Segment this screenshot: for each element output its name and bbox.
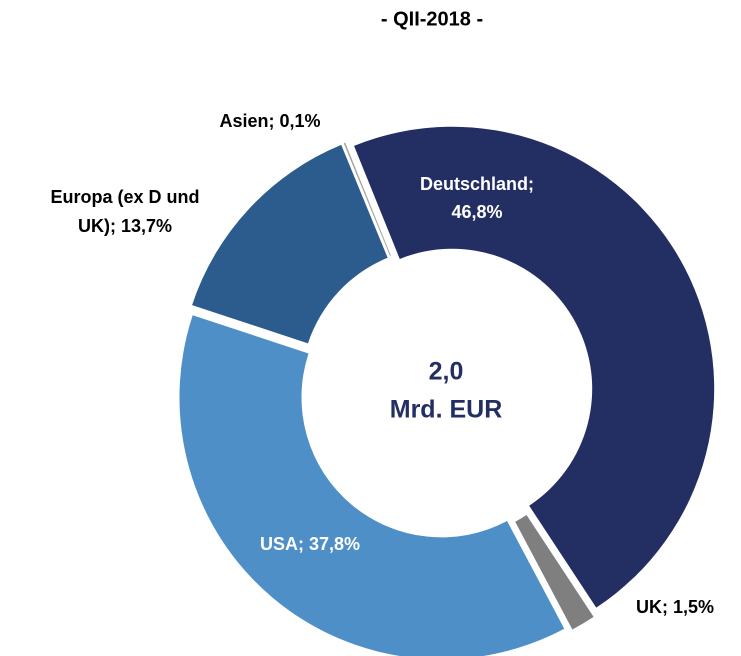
donut-slice <box>192 144 388 344</box>
center-label: 2,0 <box>429 358 464 386</box>
donut-slice <box>343 142 391 257</box>
donut-slice <box>515 514 594 630</box>
slice-label: Asien; 0,1% <box>219 111 320 131</box>
slice-label: Deutschland; <box>420 174 534 194</box>
donut-slice <box>354 126 715 608</box>
donut-slice <box>179 315 565 656</box>
slice-label: UK); 13,7% <box>78 216 172 236</box>
slice-label: USA; 37,8% <box>260 534 360 554</box>
center-label: Mrd. EUR <box>390 396 503 424</box>
slice-label: 46,8% <box>451 202 502 222</box>
slice-label: Europa (ex D und <box>50 187 199 207</box>
chart-title: - QII-2018 - <box>381 8 483 30</box>
slice-label: UK; 1,5% <box>636 597 714 617</box>
